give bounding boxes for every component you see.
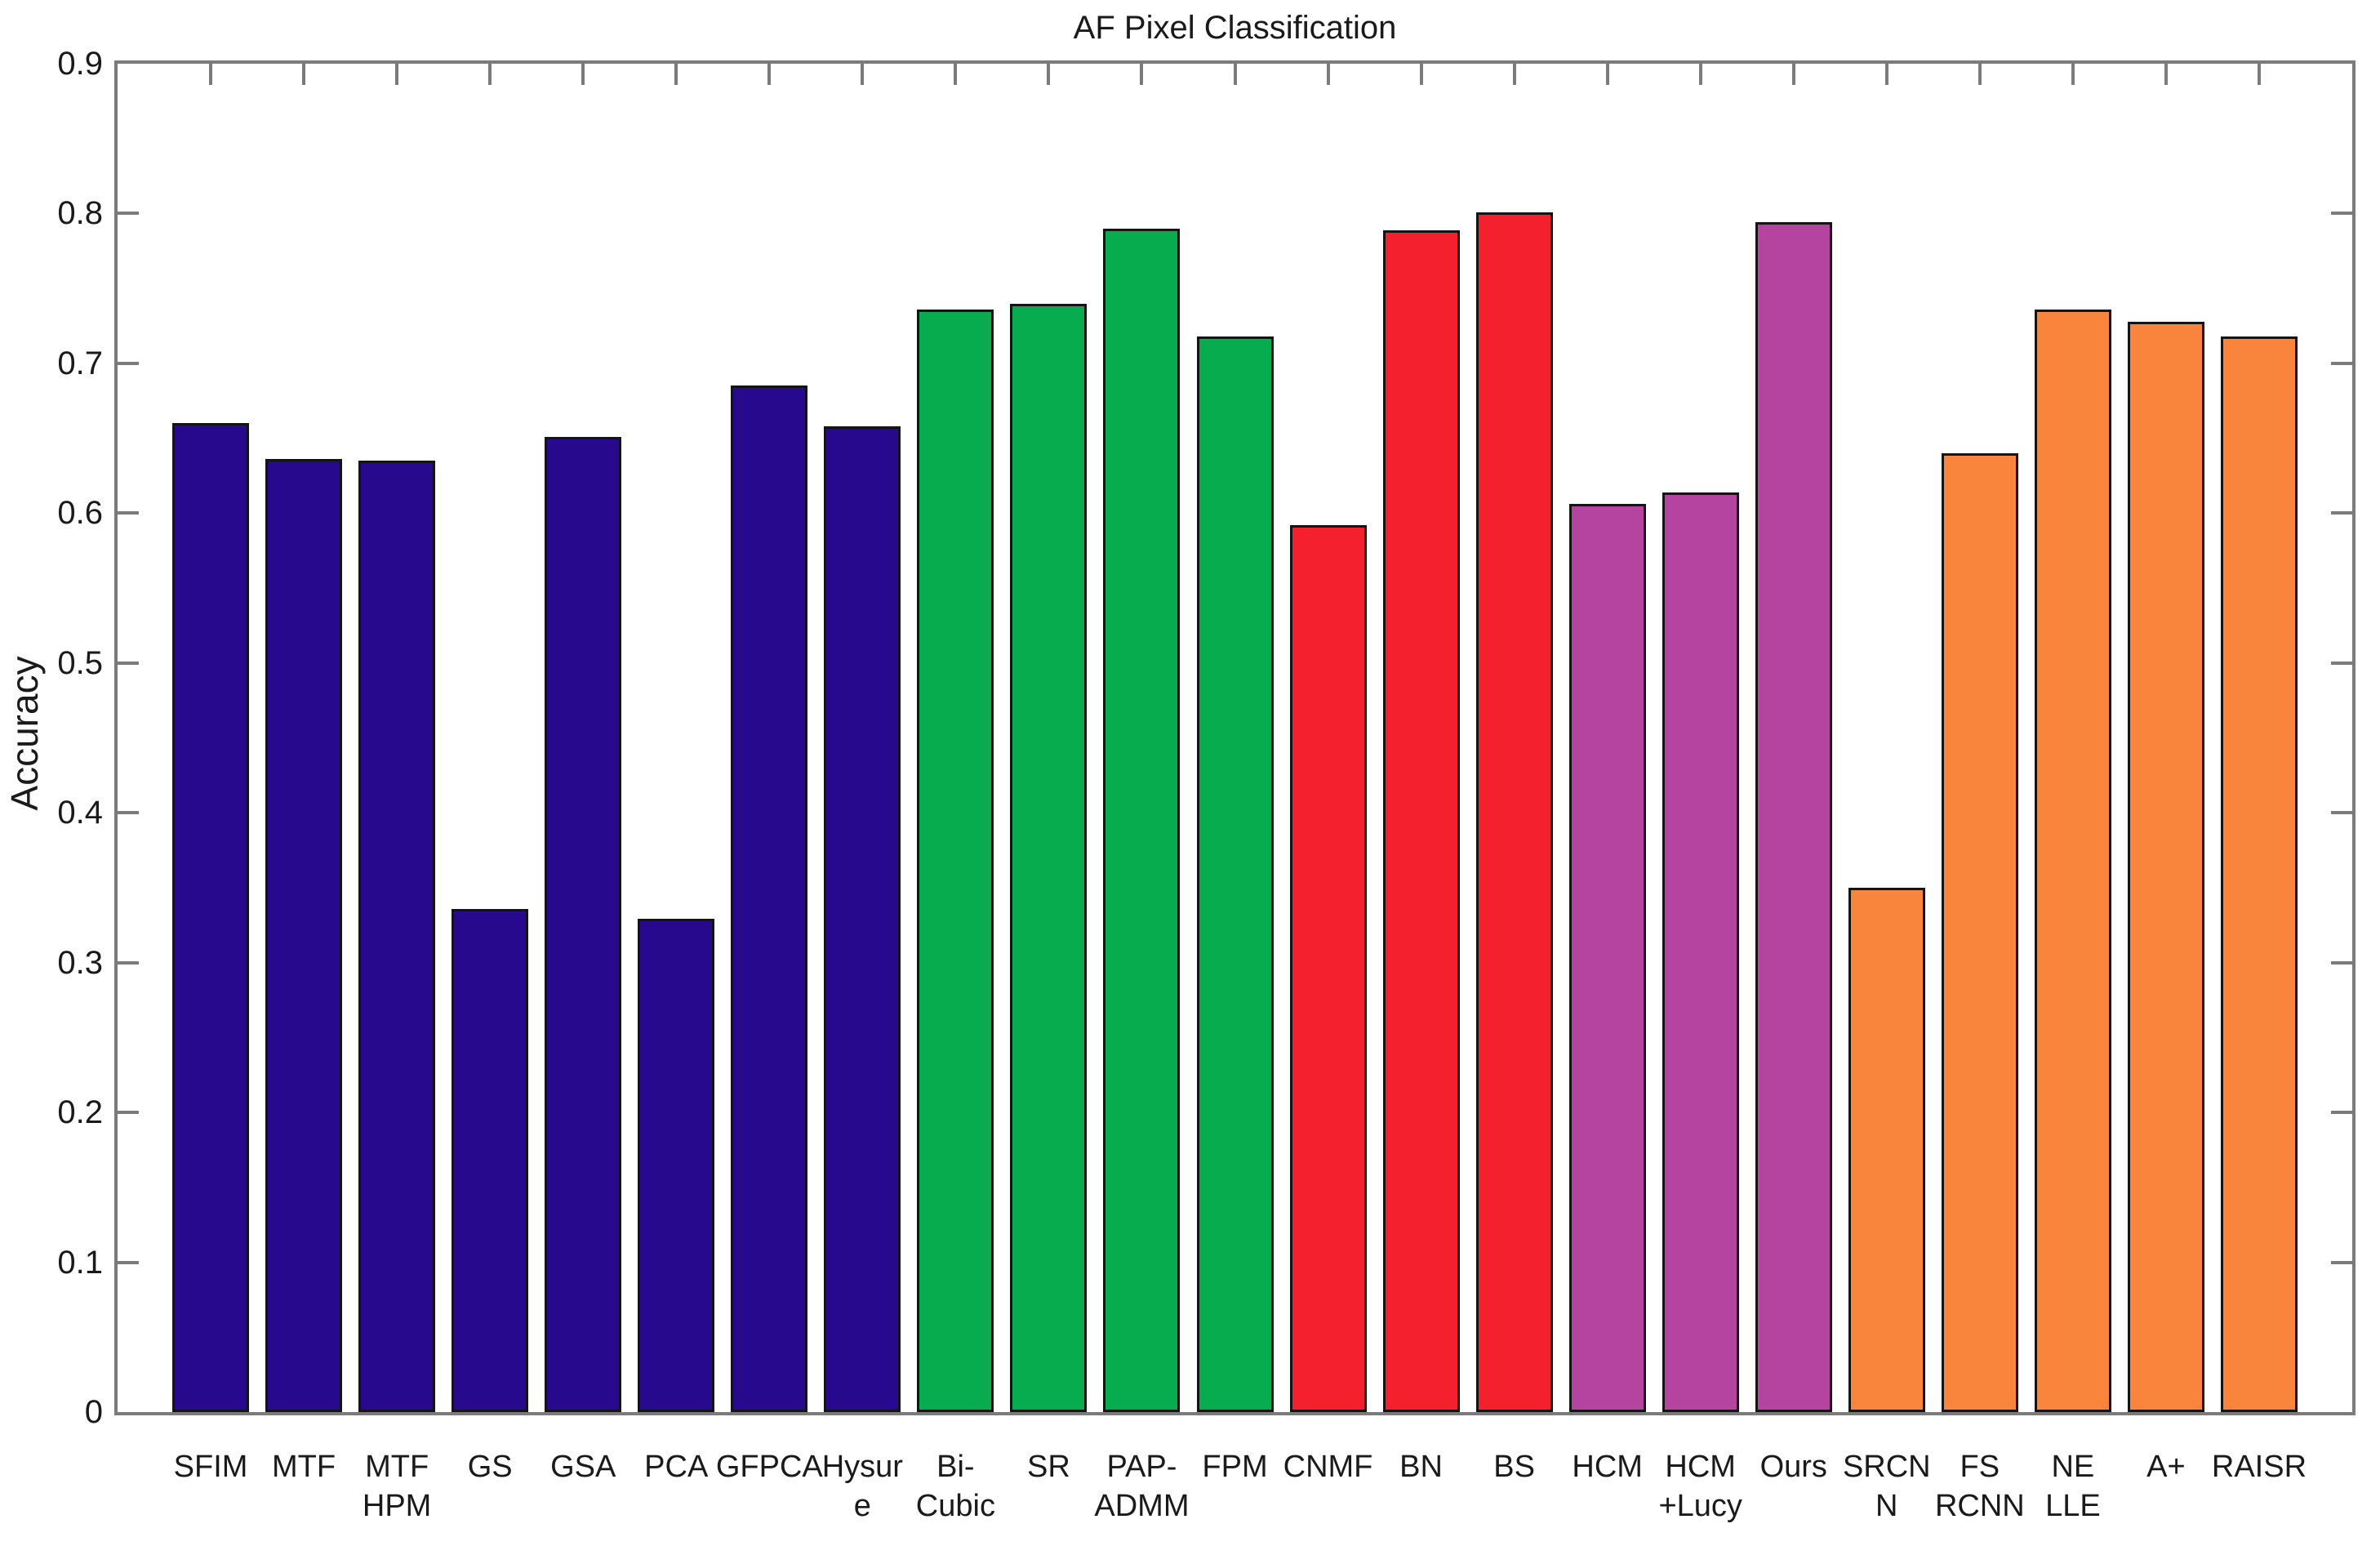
x-tick-label-SFIM: SFIM	[173, 1450, 248, 1484]
x-tick-mark	[1140, 64, 1144, 85]
bar-NELLE	[2034, 309, 2111, 1412]
x-tick-mark	[1605, 64, 1609, 85]
bar-CNMF	[1289, 525, 1367, 1412]
chart-title: AF Pixel Classification	[1073, 10, 1397, 46]
bar-Bi-Cubic	[917, 309, 994, 1412]
x-tick-label-MTF HPM: MTF HPM	[362, 1450, 432, 1523]
bar-HCM	[1568, 504, 1646, 1412]
bar-GFPCA	[731, 385, 808, 1412]
y-tick-label-0.9: 0.9	[57, 46, 103, 82]
y-tick-mark-right	[2331, 361, 2352, 365]
y-tick-mark-right	[2331, 212, 2352, 216]
y-tick-mark-left	[118, 511, 139, 515]
x-tick-label-MTF: MTF	[272, 1450, 336, 1484]
y-tick-mark-left	[118, 661, 139, 665]
x-tick-mark	[1791, 64, 1795, 85]
x-tick-label-FSRCNN: FS RCNN	[1934, 1450, 2025, 1523]
y-tick-label-0.2: 0.2	[57, 1094, 103, 1131]
y-tick-label-0: 0	[84, 1394, 103, 1430]
y-tick-mark-left	[118, 1260, 139, 1264]
y-tick-mark-left	[118, 212, 139, 216]
x-tick-label-PCA: PCA	[644, 1450, 709, 1484]
bar-FSRCNN	[1941, 452, 2018, 1412]
y-tick-mark-right	[2331, 1260, 2352, 1264]
x-tick-label-HCM+Lucy: HCM +Lucy	[1658, 1450, 1742, 1523]
y-tick-mark-left	[118, 1111, 139, 1115]
bar-HCM+Lucy	[1662, 492, 1739, 1412]
x-tick-label-GFPCA: GFPCA	[715, 1450, 823, 1484]
y-tick-label-0.1: 0.1	[57, 1244, 103, 1281]
bar-PCA	[638, 919, 715, 1412]
bar-SRCNN	[1848, 887, 1925, 1412]
bar-FPM	[1196, 336, 1274, 1412]
x-tick-label-Bi-Cubic: Bi- Cubic	[915, 1450, 995, 1523]
x-tick-mark	[954, 64, 958, 85]
x-tick-label-RAISR: RAISR	[2211, 1450, 2307, 1484]
x-tick-label-SRCNN: SRCN N	[1842, 1450, 1931, 1523]
x-tick-mark	[1326, 64, 1330, 85]
x-tick-mark	[1419, 64, 1423, 85]
x-tick-mark	[1884, 64, 1888, 85]
x-tick-mark	[1977, 64, 1982, 85]
bar-RAISR	[2220, 336, 2298, 1412]
bar-SFIM	[172, 423, 250, 1412]
x-tick-label-PAP-ADMM: PAP- ADMM	[1094, 1450, 1190, 1523]
y-tick-label-0.4: 0.4	[57, 795, 103, 831]
y-tick-mark-right	[2331, 1111, 2352, 1115]
bar-GS	[452, 908, 529, 1412]
x-tick-mark	[1512, 64, 1516, 85]
x-tick-label-SR: SR	[1027, 1450, 1070, 1484]
bar-SR	[1010, 303, 1088, 1412]
x-tick-mark	[2257, 64, 2261, 85]
x-tick-mark	[674, 64, 678, 85]
bar-PAP-ADMM	[1103, 228, 1181, 1412]
y-tick-mark-left	[118, 811, 139, 815]
x-tick-mark	[1698, 64, 1702, 85]
y-tick-mark-right	[2331, 811, 2352, 815]
x-tick-label-NELLE: NE LLE	[2045, 1450, 2101, 1523]
x-tick-label-BS: BS	[1493, 1450, 1535, 1484]
x-tick-label-BN: BN	[1399, 1450, 1443, 1484]
y-tick-label-0.5: 0.5	[57, 644, 103, 681]
x-tick-mark	[395, 64, 399, 85]
x-tick-mark	[1233, 64, 1237, 85]
y-tick-label-0.3: 0.3	[57, 944, 103, 981]
x-tick-label-Ours: Ours	[1759, 1450, 1827, 1484]
x-tick-label-CNMF: CNMF	[1283, 1450, 1373, 1484]
bar-GSA	[545, 436, 622, 1412]
y-tick-mark-left	[118, 960, 139, 965]
bar-BN	[1382, 229, 1460, 1412]
bar-MTF	[265, 459, 343, 1412]
x-tick-mark	[581, 64, 585, 85]
bar-MTF HPM	[358, 461, 436, 1412]
y-tick-label-0.7: 0.7	[57, 345, 103, 381]
x-tick-mark	[2071, 64, 2075, 85]
bar-Ours	[1755, 222, 1832, 1412]
x-tick-mark	[209, 64, 213, 85]
x-tick-label-HCM: HCM	[1572, 1450, 1643, 1484]
y-tick-label-0.6: 0.6	[57, 495, 103, 532]
x-tick-mark	[302, 64, 306, 85]
plot-area	[114, 60, 2356, 1415]
bar-BS	[1475, 212, 1553, 1412]
x-tick-label-GSA: GSA	[550, 1450, 616, 1484]
x-tick-mark	[2164, 64, 2168, 85]
bar-A+	[2127, 321, 2204, 1412]
y-tick-label-0.8: 0.8	[57, 195, 103, 232]
bar-Hysure	[824, 426, 901, 1412]
y-tick-mark-right	[2331, 511, 2352, 515]
y-tick-mark-left	[118, 361, 139, 365]
x-tick-mark	[767, 64, 772, 85]
x-tick-mark	[861, 64, 865, 85]
x-tick-label-GS: GS	[467, 1450, 513, 1484]
x-tick-label-Hysure: Hysur e	[821, 1450, 903, 1523]
x-tick-label-A+: A+	[2146, 1450, 2186, 1484]
x-tick-mark	[1047, 64, 1051, 85]
x-tick-label-FPM: FPM	[1202, 1450, 1268, 1484]
x-tick-mark	[488, 64, 492, 85]
y-tick-mark-right	[2331, 661, 2352, 665]
y-tick-mark-right	[2331, 960, 2352, 965]
